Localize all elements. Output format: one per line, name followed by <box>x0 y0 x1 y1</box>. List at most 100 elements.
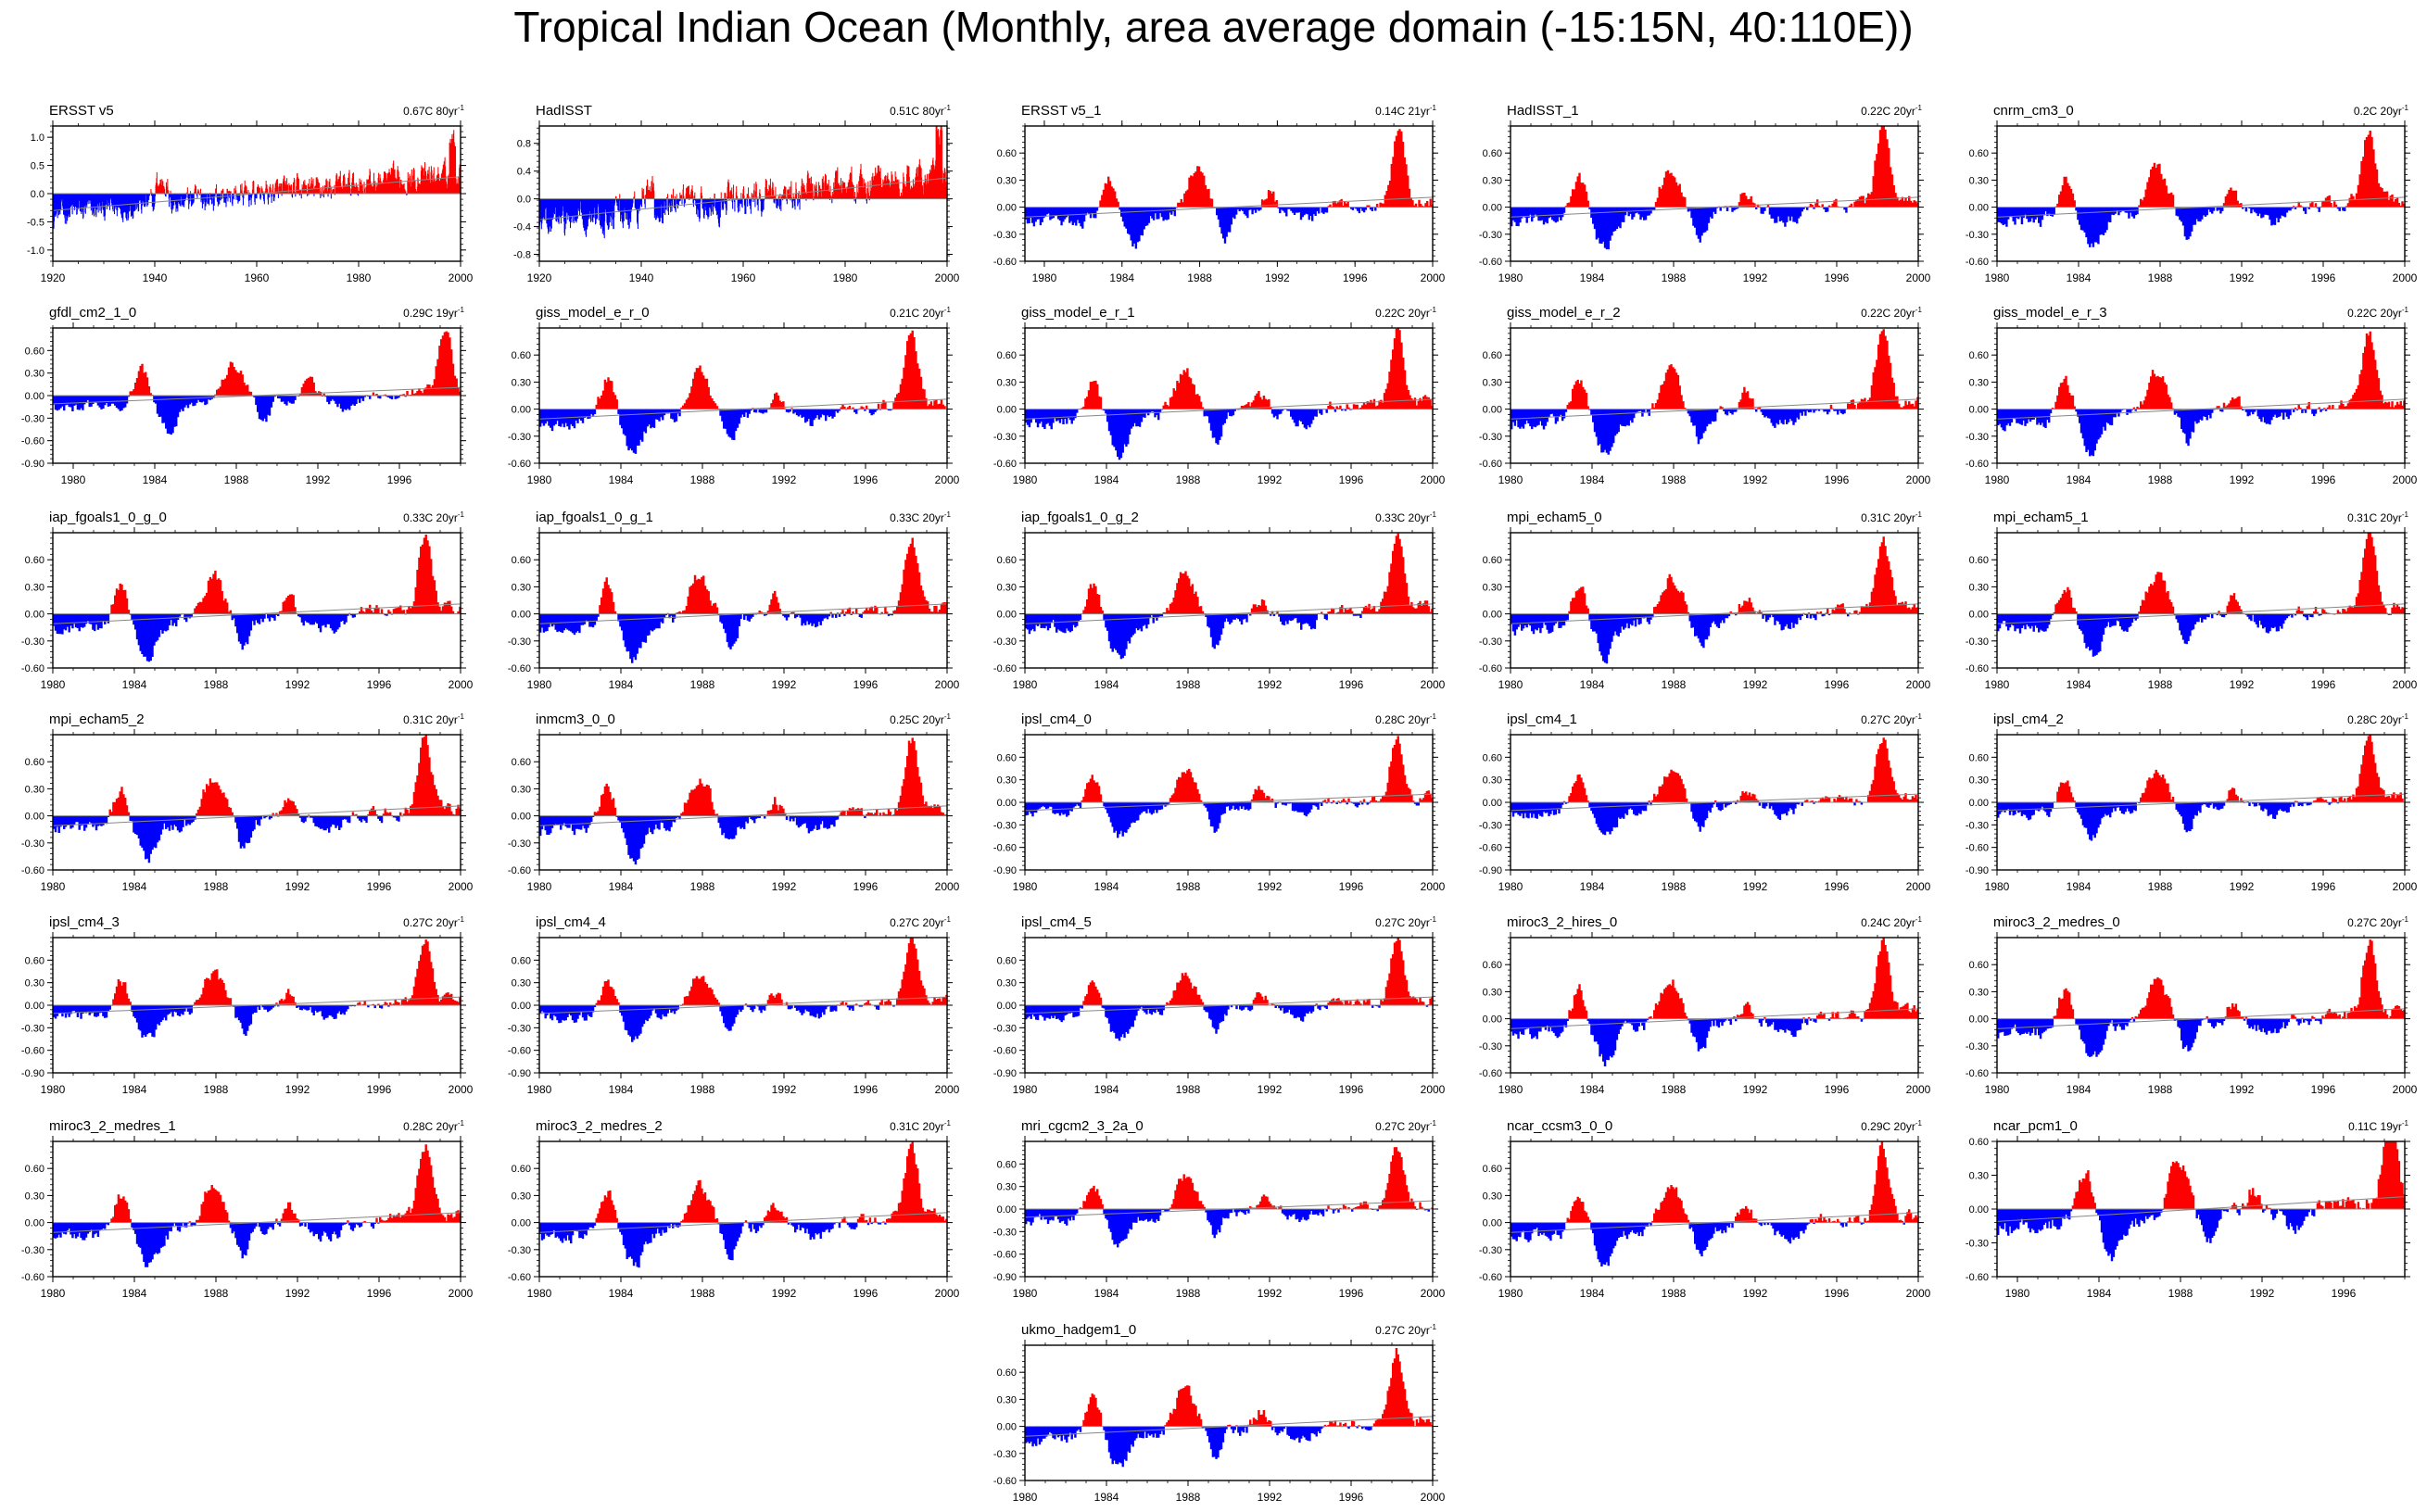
positive-anomaly-area <box>1568 536 1919 614</box>
x-tick-label: 1984 <box>609 678 634 691</box>
y-tick-label: -0.30 <box>1966 432 1989 443</box>
y-tick-label: -0.60 <box>1479 663 1502 674</box>
x-tick-label: 2000 <box>1421 271 1446 284</box>
y-tick-label: -0.60 <box>1966 663 1989 674</box>
y-tick-label: 0.60 <box>25 346 44 357</box>
positive-anomaly-area <box>2053 735 2406 802</box>
chart-panel: -0.90 -0.60 -0.30 0.00 0.30 0.60 1980 1984 1988 1… <box>993 712 1446 893</box>
x-tick-label: 1992 <box>2230 1083 2255 1096</box>
x-tick-label: 1996 <box>1339 678 1364 691</box>
trend-line <box>52 386 461 405</box>
positive-anomaly-area <box>2051 331 2406 410</box>
negative-anomaly-area <box>1997 613 2392 657</box>
x-tick-label: 1980 <box>527 1083 552 1096</box>
x-tick-label: 2000 <box>449 880 474 893</box>
trend-label: 0.2C 20yr-1 <box>2354 104 2409 118</box>
x-tick-label: 1984 <box>1094 1083 1119 1096</box>
negative-anomaly-area <box>1511 613 1860 664</box>
trend-line <box>1996 603 2406 624</box>
x-tick-label: 1988 <box>2148 473 2173 486</box>
trend-label: 0.27C 20yr-1 <box>2347 915 2408 929</box>
plot-frame <box>1510 937 1919 1074</box>
trend-label: 0.31C 20yr-1 <box>403 712 464 726</box>
positive-anomaly-area <box>593 737 948 816</box>
y-tick-label: 0.00 <box>512 812 531 823</box>
panel-title: ipsl_cm4_5 <box>1021 914 1092 930</box>
positive-anomaly-area <box>1077 328 1434 410</box>
y-tick-label: -0.60 <box>508 865 531 876</box>
x-tick-label: 1988 <box>1176 880 1201 893</box>
chart-panel: -0.60 -0.30 0.00 0.30 0.60 1980 1984 1988 1992 19… <box>1479 305 1931 486</box>
y-tick-label: 0.00 <box>1969 1204 1989 1216</box>
trend-label: 0.29C 19yr-1 <box>403 306 464 320</box>
x-tick-label: 1980 <box>1985 271 2010 284</box>
y-tick-label: 0.30 <box>1483 582 1502 593</box>
y-tick-label: -0.60 <box>1966 1272 1989 1283</box>
trend-line <box>1024 196 1434 218</box>
x-tick-label: 1980 <box>41 1287 66 1300</box>
y-tick-label: 0.00 <box>997 1001 1017 1012</box>
y-tick-label: -0.30 <box>1966 1041 1989 1052</box>
positive-anomaly-area <box>1568 938 1919 1019</box>
trend-label: 0.22C 20yr-1 <box>1375 306 1436 320</box>
x-tick-label: 1960 <box>731 271 756 284</box>
x-tick-label: 1980 <box>1498 678 1523 691</box>
y-tick-label: 0.30 <box>1969 775 1989 787</box>
x-tick-label: 2000 <box>1421 1287 1446 1300</box>
chart-panel: -0.60 -0.30 0.00 0.30 0.60 1980 1984 1988 1992 19… <box>1479 914 1931 1096</box>
x-tick-label: 1992 <box>1258 1491 1283 1504</box>
x-tick-label: 1996 <box>2311 271 2336 284</box>
y-tick-label: -0.30 <box>1479 636 1502 648</box>
panel-title: mpi_echam5_2 <box>49 712 145 727</box>
positive-anomaly-area <box>1081 533 1434 614</box>
y-tick-label: -0.30 <box>993 230 1017 241</box>
x-tick-label: 2000 <box>935 271 960 284</box>
y-tick-label: 0.30 <box>1969 582 1989 593</box>
chart-panel: -0.60 -0.30 0.00 0.30 0.60 1980 1984 1988 1992 19… <box>508 510 960 691</box>
y-tick-label: 0.00 <box>25 391 44 402</box>
y-tick-label: 0.60 <box>1969 148 1989 159</box>
x-tick-label: 1984 <box>2067 880 2092 893</box>
trend-label: 0.31C 20yr-1 <box>1861 510 1922 524</box>
y-tick-label: 0.60 <box>1483 555 1502 566</box>
positive-anomaly-area <box>110 535 461 614</box>
y-tick-label: -0.60 <box>1479 1272 1502 1283</box>
x-tick-label: 2000 <box>1906 1083 1931 1096</box>
y-tick-label: 0.00 <box>1483 1218 1502 1229</box>
y-tick-label: 0.00 <box>1483 405 1502 416</box>
x-tick-label: 1988 <box>1662 271 1687 284</box>
x-tick-label: 1980 <box>2005 1287 2030 1300</box>
x-tick-label: 1992 <box>1258 473 1283 486</box>
y-tick-label: -0.90 <box>993 865 1017 876</box>
trend-line <box>1996 1196 2406 1222</box>
panel-title: giss_model_e_r_3 <box>1993 305 2107 321</box>
figure-title: Tropical Indian Ocean (Monthly, area ave… <box>513 3 1914 51</box>
panel-title: iap_fgoals1_0_g_1 <box>536 510 653 525</box>
y-tick-label: -0.30 <box>1966 230 1989 241</box>
positive-anomaly-area <box>1564 126 1919 208</box>
panel-title: ipsl_cm4_2 <box>1993 712 2064 727</box>
trend-line <box>1510 1008 1919 1029</box>
positive-anomaly-area <box>1081 736 1434 802</box>
y-tick-label: 0.60 <box>997 148 1017 159</box>
positive-anomaly-area <box>1566 329 1919 410</box>
negative-anomaly-area <box>53 194 408 229</box>
trend-line <box>1996 793 2406 812</box>
y-tick-label: 0.30 <box>997 978 1017 989</box>
negative-anomaly-area <box>539 613 893 663</box>
y-tick-label: 0.60 <box>512 955 531 966</box>
y-tick-label: 0.60 <box>25 1164 44 1175</box>
trend-label: 0.31C 20yr-1 <box>890 1119 951 1133</box>
y-tick-label: -0.30 <box>993 1449 1017 1460</box>
x-tick-label: 1988 <box>1662 678 1687 691</box>
y-tick-label: 0.00 <box>1483 203 1502 214</box>
y-tick-label: -0.30 <box>993 820 1017 831</box>
x-tick-label: 1992 <box>2230 880 2255 893</box>
y-tick-label: -0.60 <box>21 436 44 447</box>
x-tick-label: 1980 <box>61 473 86 486</box>
negative-anomaly-area <box>1511 409 1858 455</box>
y-tick-label: -0.90 <box>21 459 44 470</box>
y-tick-label: 0.60 <box>512 1164 531 1175</box>
chart-panel: -0.60 -0.30 0.00 0.30 0.60 1980 1984 1988 1992 19… <box>1479 103 1931 284</box>
chart-panel: -0.60 -0.30 0.00 0.30 0.60 1980 1984 1988 1992 19… <box>1479 510 1931 691</box>
